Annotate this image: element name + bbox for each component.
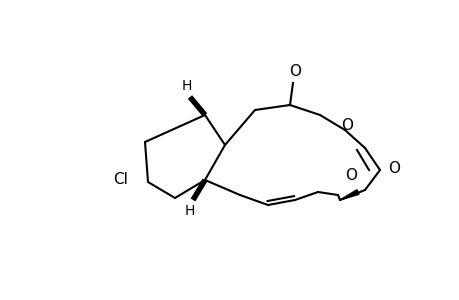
Text: H: H [181, 79, 192, 93]
Text: O: O [387, 160, 399, 175]
Text: Cl: Cl [113, 172, 128, 188]
Text: H: H [185, 204, 195, 218]
Polygon shape [339, 190, 358, 200]
Text: O: O [288, 64, 300, 79]
Text: O: O [340, 118, 352, 133]
Text: O: O [344, 168, 356, 183]
